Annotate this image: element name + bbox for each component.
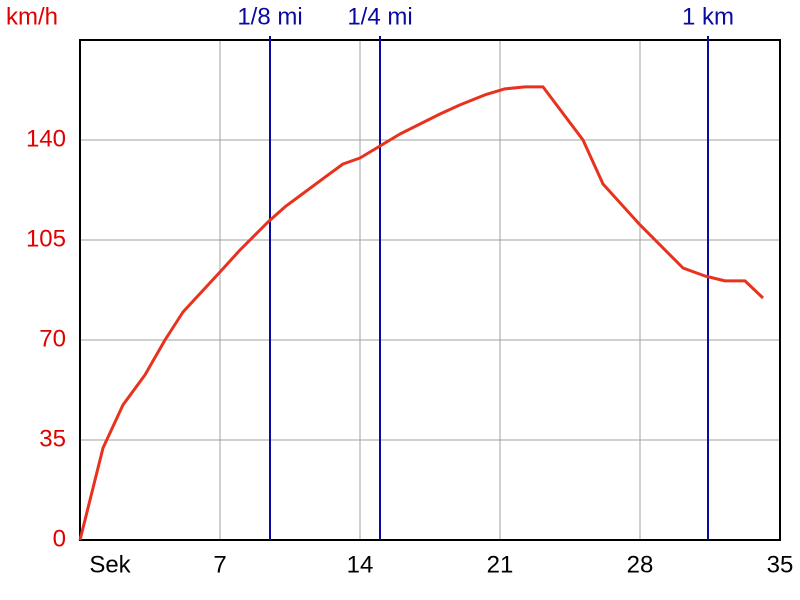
x-tick-label: 7 (213, 551, 226, 578)
x-tick-label: 35 (767, 551, 794, 578)
distance-marker-label: 1/8 mi (237, 3, 302, 30)
x-tick-label: 14 (347, 551, 374, 578)
x-tick-label: 28 (627, 551, 654, 578)
y-tick-label: 35 (39, 425, 66, 452)
plot-border (79, 39, 781, 541)
x-tick-label: 21 (487, 551, 514, 578)
speed-line (78, 85, 765, 541)
distance-marker-label: 1/4 mi (347, 3, 412, 30)
y-tick-label: 140 (26, 125, 66, 152)
y-tick-label: 70 (39, 325, 66, 352)
x-tick-label: Sek (89, 551, 131, 578)
y-axis-title: km/h (6, 3, 58, 30)
y-tick-label: 0 (53, 525, 66, 552)
distance-marker-label: 1 km (682, 3, 734, 30)
y-tick-label: 105 (26, 225, 66, 252)
